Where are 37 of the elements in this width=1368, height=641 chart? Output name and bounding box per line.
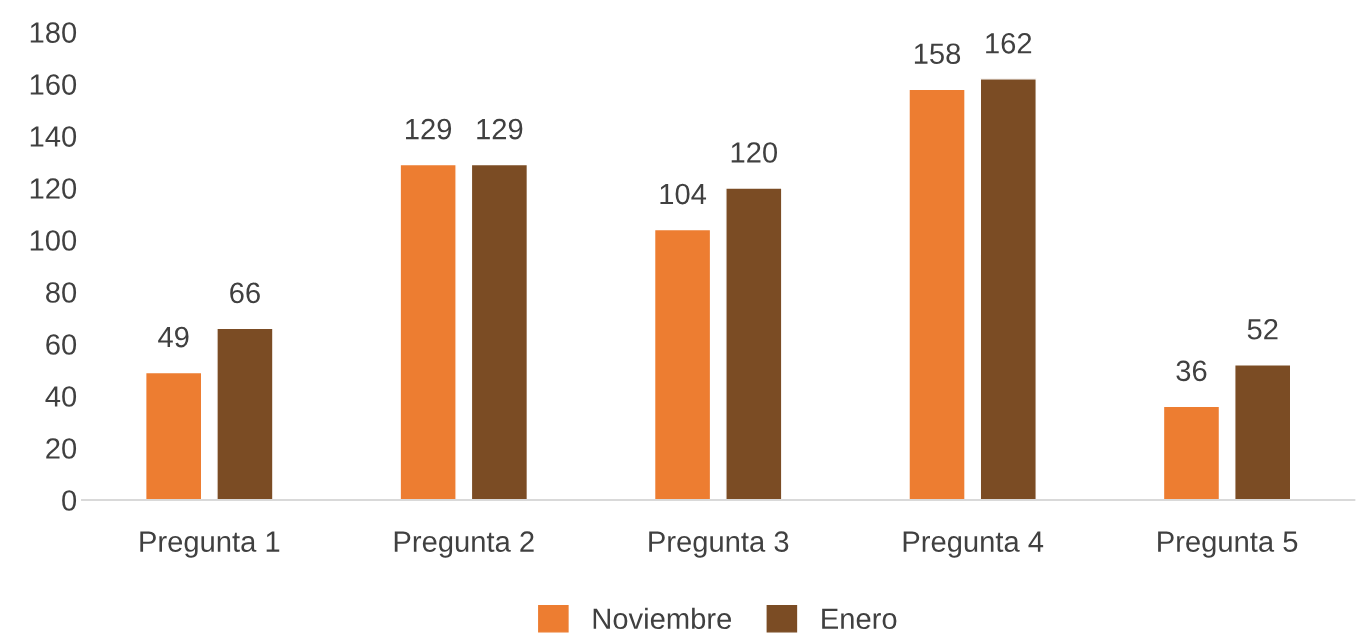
data-label: 49 (158, 326, 189, 348)
bar (653, 228, 712, 500)
y-tick-label: 0 (62, 490, 77, 511)
bar (908, 88, 966, 500)
bar (144, 371, 203, 500)
bar (979, 78, 1037, 500)
y-tick-label: 20 (46, 438, 77, 459)
y-tick-label: 160 (30, 74, 77, 95)
data-label: 129 (477, 118, 523, 140)
x-tick-label: Pregunta 2 (394, 531, 534, 558)
data-label: 129 (406, 118, 452, 140)
y-tick-label: 180 (30, 22, 77, 43)
bar (1234, 364, 1292, 500)
y-tick-label: 40 (45, 386, 77, 407)
data-label: 104 (660, 183, 707, 205)
data-label: 120 (731, 142, 778, 163)
y-tick-label: 120 (30, 178, 77, 199)
bar (1162, 405, 1221, 500)
x-tick-label: Pregunta 3 (649, 531, 789, 558)
data-label: 36 (1176, 360, 1207, 382)
x-tick-label: Pregunta 5 (1158, 531, 1298, 558)
data-label: 162 (986, 32, 1032, 54)
y-tick-label: 60 (46, 334, 77, 355)
y-tick-label: 140 (30, 126, 77, 147)
y-tick-label: 100 (30, 230, 77, 251)
data-label: 158 (914, 43, 961, 65)
x-tick-label: Pregunta 4 (903, 531, 1044, 558)
bar (470, 163, 529, 500)
y-tick-label: 80 (46, 282, 77, 303)
bar (725, 187, 783, 500)
data-label: 66 (230, 282, 260, 304)
legend-label: Noviembre (593, 607, 732, 630)
legend-label: Enero (822, 608, 897, 630)
bar (399, 163, 457, 500)
data-label: 52 (1247, 318, 1278, 340)
bar (216, 327, 274, 500)
x-tick-label: Pregunta 1 (140, 531, 280, 558)
